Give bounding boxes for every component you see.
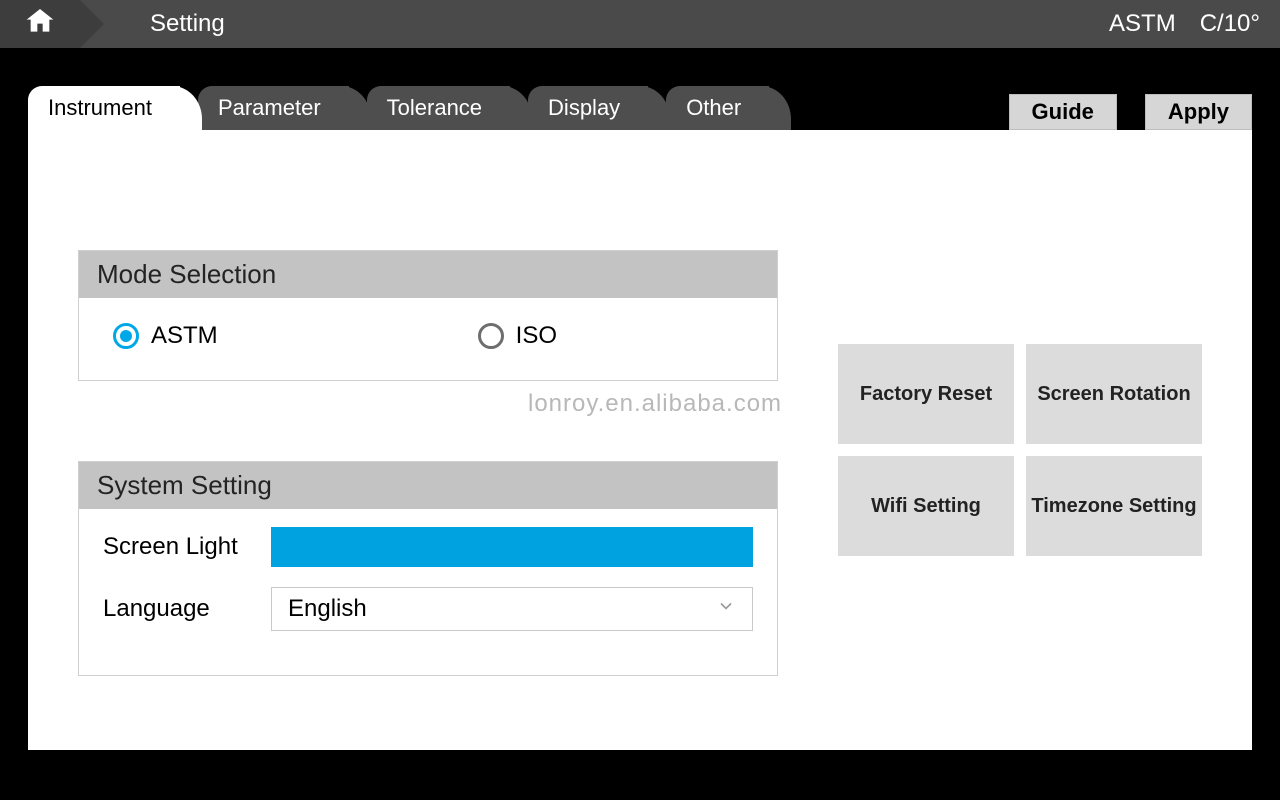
mode-section: Mode Selection ASTM ISO <box>78 250 778 381</box>
app-header: Setting ASTM C/10° <box>0 0 1280 48</box>
tab-instrument[interactable]: Instrument <box>28 86 180 130</box>
tab-label: Instrument <box>48 95 152 121</box>
content-panel: lonroy.en.alibaba.com Mode Selection AST… <box>28 130 1252 750</box>
status-observer: C/10° <box>1200 10 1260 38</box>
timezone-setting-button[interactable]: Timezone Setting <box>1026 456 1202 556</box>
wifi-setting-button[interactable]: Wifi Setting <box>838 456 1014 556</box>
radio-icon <box>478 323 504 349</box>
tab-row: Instrument Parameter Tolerance Display O… <box>28 86 1252 130</box>
tab-label: Parameter <box>218 95 321 121</box>
radio-label: ISO <box>516 322 557 350</box>
header-status: ASTM C/10° <box>1109 10 1260 38</box>
system-section-title: System Setting <box>79 462 777 509</box>
tab-other[interactable]: Other <box>666 86 769 130</box>
screen-light-label: Screen Light <box>103 533 253 561</box>
home-button[interactable] <box>0 0 80 48</box>
screen-rotation-button[interactable]: Screen Rotation <box>1026 344 1202 444</box>
tab-parameter[interactable]: Parameter <box>198 86 349 130</box>
radio-icon <box>113 323 139 349</box>
button-label: Factory Reset <box>860 383 992 406</box>
factory-reset-button[interactable]: Factory Reset <box>838 344 1014 444</box>
radio-label: ASTM <box>151 322 218 350</box>
status-standard: ASTM <box>1109 10 1176 38</box>
tab-tolerance[interactable]: Tolerance <box>367 86 510 130</box>
tab-label: Other <box>686 95 741 121</box>
page-title: Setting <box>150 10 225 38</box>
home-icon <box>24 5 56 44</box>
guide-button[interactable]: Guide <box>1009 94 1117 130</box>
language-row: Language English <box>103 587 753 631</box>
apply-button[interactable]: Apply <box>1145 94 1252 130</box>
button-label: Timezone Setting <box>1031 495 1196 518</box>
system-section: System Setting Screen Light Language Eng… <box>78 461 778 676</box>
language-value: English <box>288 595 367 623</box>
language-select[interactable]: English <box>271 587 753 631</box>
tab-display[interactable]: Display <box>528 86 648 130</box>
screen-light-slider[interactable] <box>271 527 753 567</box>
radio-astm[interactable]: ASTM <box>113 322 218 350</box>
tab-label: Tolerance <box>387 95 482 121</box>
screen-light-row: Screen Light <box>103 527 753 567</box>
action-grid: Factory Reset Screen Rotation Wifi Setti… <box>838 344 1202 556</box>
language-label: Language <box>103 595 253 623</box>
button-label: Wifi Setting <box>871 495 981 518</box>
chevron-down-icon <box>716 595 736 623</box>
mode-section-title: Mode Selection <box>79 251 777 298</box>
radio-iso[interactable]: ISO <box>478 322 557 350</box>
button-label: Screen Rotation <box>1037 383 1190 406</box>
tab-label: Display <box>548 95 620 121</box>
